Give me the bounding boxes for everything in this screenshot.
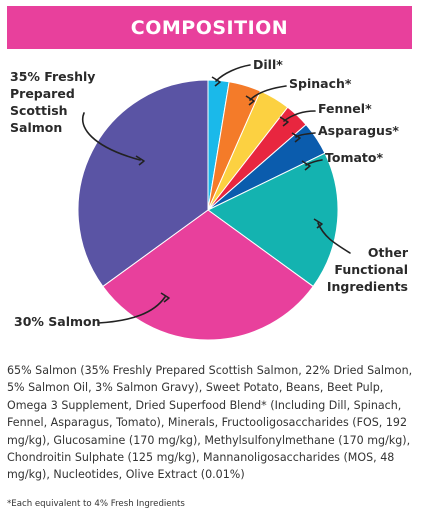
slice-label-35-freshly-prepared-scottish-salmon-line-1: 35% Freshly	[10, 69, 95, 84]
page-title: COMPOSITION	[130, 16, 289, 39]
slice-label-35-freshly-prepared-scottish-salmon-line-3: Scottish	[10, 103, 68, 118]
leader-line-dill	[215, 64, 251, 82]
slice-label-dill: Dill*	[253, 57, 283, 72]
slice-label-other-functional-ingredients-line-1: Other	[368, 245, 409, 260]
slice-label-30-salmon: 30% Salmon	[14, 314, 101, 329]
slice-label-tomato: Tomato*	[325, 150, 383, 165]
leader-line-30-salmon	[97, 296, 166, 324]
slice-label-35-freshly-prepared-scottish-salmon-line-4: Salmon	[10, 120, 62, 135]
leader-arrow-fennel	[279, 116, 289, 127]
slice-label-asparagus: Asparagus*	[318, 123, 399, 138]
slice-label-fennel: Fennel*	[318, 101, 372, 116]
leader-arrow-dill	[211, 76, 221, 87]
leader-line-fennel	[283, 110, 316, 122]
slice-label-other-functional-ingredients-line-3: Ingredients	[327, 279, 408, 294]
leader-arrow-asparagus	[291, 132, 301, 143]
leader-arrow-spinach	[245, 95, 255, 106]
pie-slice-35-freshly-prepared-scottish-salmon	[77, 79, 209, 288]
leader-arrow-30-salmon	[160, 292, 170, 303]
leader-arrow-tomato	[301, 160, 311, 171]
footnote: *Each equivalent to 4% Fresh Ingredients	[7, 499, 185, 509]
pie-slice-other-functional-ingredients	[207, 152, 339, 288]
composition-pie-chart: Dill* Spinach* Fennel* Asparagus* Tomato* Oth…	[10, 57, 409, 341]
leader-arrow-other-functional-ingredients	[313, 218, 323, 229]
slice-label-spinach: Spinach*	[289, 76, 352, 91]
slice-label-other-functional-ingredients-line-2: Functional	[334, 262, 408, 277]
composition-text: 65% Salmon (35% Freshly Prepared Scottis…	[7, 364, 413, 482]
slice-label-35-freshly-prepared-scottish-salmon-line-2: Prepared	[10, 86, 75, 101]
leader-arrow-35-freshly-prepared-scottish-salmon	[135, 155, 145, 166]
leader-line-35-freshly-prepared-scottish-salmon	[82, 112, 141, 161]
leader-line-spinach	[249, 85, 287, 101]
composition-banner: COMPOSITION	[7, 6, 412, 49]
